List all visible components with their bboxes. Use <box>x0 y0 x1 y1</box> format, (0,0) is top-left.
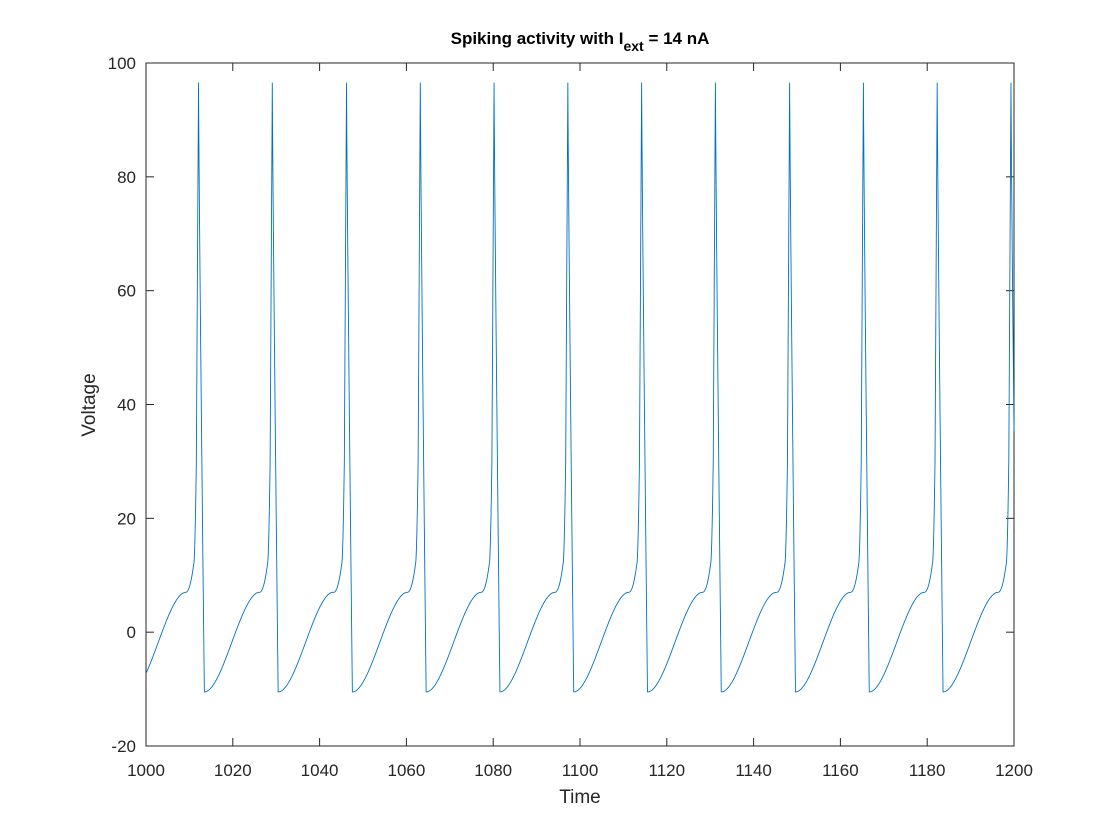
chart-title: Spiking activity with Iext = 14 nA <box>451 29 710 54</box>
y-tick-label: 60 <box>117 282 136 301</box>
x-tick-label: 1080 <box>474 761 512 780</box>
chart-title-suffix: = 14 nA <box>644 29 710 48</box>
x-tick-label: 1180 <box>909 761 946 780</box>
x-tick-label: 1140 <box>735 761 772 780</box>
y-axis-label: Voltage <box>79 373 100 436</box>
x-tick-label: 1100 <box>562 761 599 780</box>
voltage-trace-line <box>145 82 1015 693</box>
y-tick-label: 0 <box>127 623 136 642</box>
x-tick-label: 1040 <box>301 761 339 780</box>
plot-area <box>145 62 1015 747</box>
x-axis: 1000 1020 1040 1060 1080 1100 1120 1140 1160 1180… <box>127 63 1033 780</box>
chart-title-subscript: ext <box>623 38 644 54</box>
y-tick-label: 40 <box>117 396 136 415</box>
chart-title-prefix: Spiking activity with I <box>451 29 624 48</box>
x-axis-label: Time <box>559 787 601 808</box>
y-tick-label: 20 <box>117 509 136 528</box>
x-tick-label: 1000 <box>127 761 165 780</box>
y-tick-label: -20 <box>111 737 136 756</box>
y-tick-label: 100 <box>108 54 136 73</box>
y-tick-label: 80 <box>117 168 136 187</box>
x-tick-label: 1160 <box>822 761 859 780</box>
x-tick-label: 1020 <box>214 761 252 780</box>
x-tick-label: 1200 <box>995 761 1033 780</box>
x-tick-label: 1060 <box>387 761 425 780</box>
x-tick-label: 1120 <box>649 761 686 780</box>
